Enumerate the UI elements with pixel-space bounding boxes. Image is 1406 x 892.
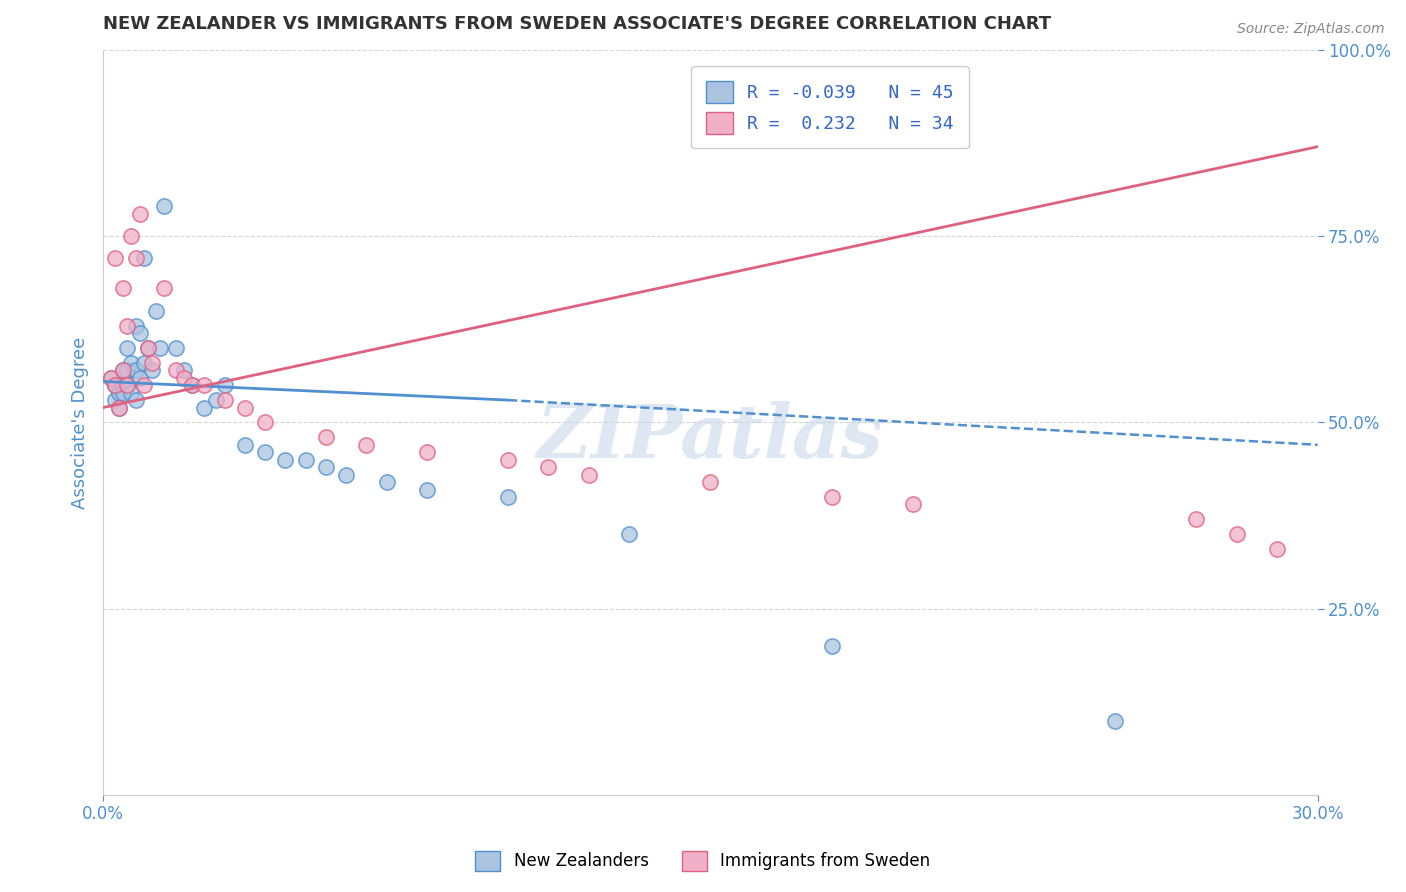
Point <box>124 252 146 266</box>
Point <box>145 303 167 318</box>
Point <box>121 385 143 400</box>
Point <box>124 363 146 377</box>
Y-axis label: Associate's Degree: Associate's Degree <box>72 336 89 508</box>
Point <box>128 370 150 384</box>
Point <box>821 490 844 504</box>
Point <box>117 378 139 392</box>
Point <box>214 378 236 392</box>
Point <box>112 281 135 295</box>
Point <box>181 378 204 392</box>
Point <box>108 401 131 415</box>
Point <box>578 467 600 482</box>
Text: Source: ZipAtlas.com: Source: ZipAtlas.com <box>1237 22 1385 37</box>
Point <box>117 378 139 392</box>
Point <box>1226 527 1249 541</box>
Point <box>117 341 139 355</box>
Point <box>496 452 519 467</box>
Point <box>104 378 127 392</box>
Point <box>537 460 560 475</box>
Point <box>214 393 236 408</box>
Point <box>104 252 127 266</box>
Point <box>112 363 135 377</box>
Point <box>153 281 176 295</box>
Point <box>1185 512 1208 526</box>
Point <box>335 467 357 482</box>
Point <box>496 490 519 504</box>
Point <box>193 401 215 415</box>
Point <box>104 378 127 392</box>
Point <box>375 475 398 489</box>
Point <box>132 356 155 370</box>
Point <box>136 341 159 355</box>
Point <box>233 438 256 452</box>
Point <box>354 438 377 452</box>
Point <box>100 370 122 384</box>
Point <box>254 445 277 459</box>
Point <box>1265 542 1288 557</box>
Point <box>124 393 146 408</box>
Point <box>149 341 172 355</box>
Point <box>132 252 155 266</box>
Point <box>141 356 163 370</box>
Point <box>112 363 135 377</box>
Point <box>181 378 204 392</box>
Point <box>173 370 195 384</box>
Text: ZIPatlas: ZIPatlas <box>537 401 884 474</box>
Point <box>112 385 135 400</box>
Legend: R = -0.039   N = 45, R =  0.232   N = 34: R = -0.039 N = 45, R = 0.232 N = 34 <box>692 66 969 148</box>
Point <box>104 393 127 408</box>
Point <box>141 363 163 377</box>
Point <box>416 483 439 497</box>
Point <box>193 378 215 392</box>
Point <box>136 341 159 355</box>
Point <box>619 527 641 541</box>
Point <box>108 401 131 415</box>
Point <box>128 207 150 221</box>
Point <box>821 639 844 653</box>
Point <box>315 430 337 444</box>
Point <box>108 385 131 400</box>
Point <box>165 363 187 377</box>
Point <box>117 363 139 377</box>
Point <box>901 497 924 511</box>
Point <box>104 378 127 392</box>
Point <box>1104 714 1126 728</box>
Point <box>153 199 176 213</box>
Point <box>112 370 135 384</box>
Point <box>274 452 297 467</box>
Point <box>100 370 122 384</box>
Point <box>699 475 721 489</box>
Point <box>205 393 228 408</box>
Point <box>254 416 277 430</box>
Point <box>315 460 337 475</box>
Point <box>416 445 439 459</box>
Point <box>165 341 187 355</box>
Point <box>128 326 150 340</box>
Point <box>294 452 316 467</box>
Legend: New Zealanders, Immigrants from Sweden: New Zealanders, Immigrants from Sweden <box>467 842 939 880</box>
Text: NEW ZEALANDER VS IMMIGRANTS FROM SWEDEN ASSOCIATE'S DEGREE CORRELATION CHART: NEW ZEALANDER VS IMMIGRANTS FROM SWEDEN … <box>103 15 1052 33</box>
Point <box>121 356 143 370</box>
Point <box>132 378 155 392</box>
Point <box>117 318 139 333</box>
Point <box>121 229 143 244</box>
Point <box>233 401 256 415</box>
Point <box>124 318 146 333</box>
Point <box>173 363 195 377</box>
Point <box>112 378 135 392</box>
